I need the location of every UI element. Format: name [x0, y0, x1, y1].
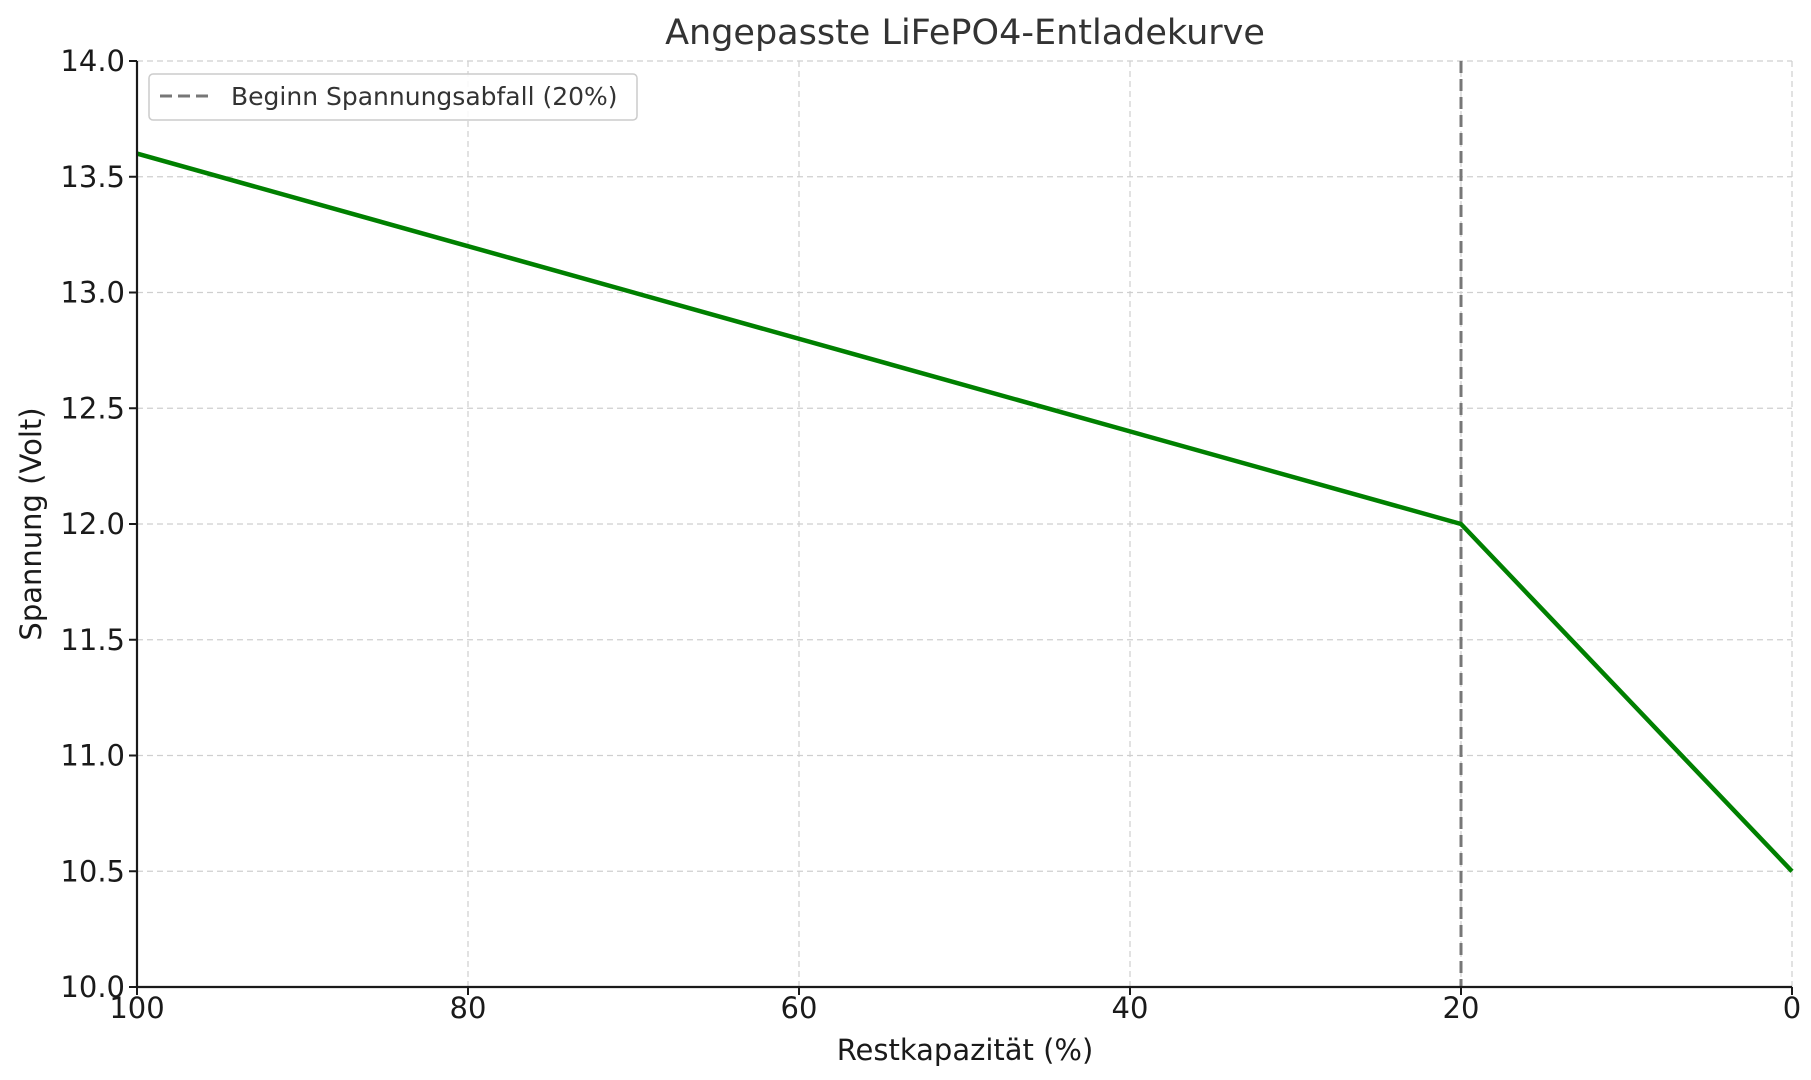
x-tick-label: 0 [1783, 991, 1801, 1025]
x-tick-label: 60 [781, 991, 818, 1025]
series-line [136, 151, 1794, 873]
ticks: 100 80 60 40 20 0 10.0 10.5 11.0 11.5 12.0 12.5 13.0… [60, 44, 1801, 1025]
y-tick-label: 14.0 [60, 44, 125, 78]
x-tick-label: 40 [1112, 991, 1149, 1025]
y-axis-label: Spannung (Volt) [14, 407, 48, 640]
y-tick-label: 13.5 [60, 160, 125, 194]
legend-entry-label: Beginn Spannungsabfall (20%) [231, 82, 618, 111]
legend: Beginn Spannungsabfall (20%) [148, 73, 638, 121]
x-axis-label: Restkapazität (%) [837, 1033, 1094, 1067]
y-tick-label: 11.5 [60, 623, 125, 657]
x-tick-label: 80 [450, 991, 487, 1025]
y-tick-label: 10.0 [60, 970, 125, 1004]
x-tick-label: 100 [109, 991, 164, 1025]
x-tick-label: 20 [1443, 991, 1480, 1025]
y-tick-label: 13.0 [60, 276, 125, 310]
series-lines [136, 151, 1794, 873]
y-tick-label: 10.5 [60, 854, 125, 888]
y-tick-label: 12.0 [60, 507, 125, 541]
y-tick-label: 11.0 [60, 739, 125, 773]
chart-title: Angepasste LiFePO4-Entladekurve [665, 13, 1265, 53]
y-tick-label: 12.5 [60, 391, 125, 425]
legend-box [148, 73, 638, 121]
